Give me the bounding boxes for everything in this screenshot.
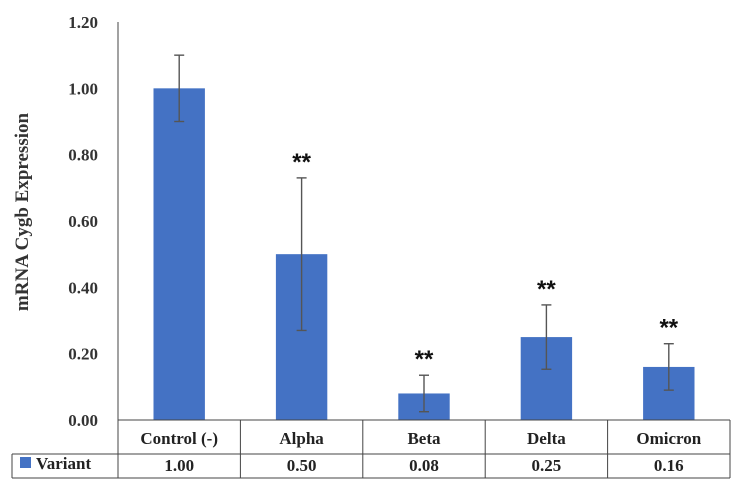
legend-series-name: Variant: [36, 454, 91, 473]
data-value-cell: 0.16: [654, 456, 684, 475]
y-axis-ticks: 0.00 0.20 0.40 0.60 0.80 1.00 1.20: [68, 13, 98, 430]
category-label: Omicron: [636, 429, 701, 448]
data-table: Variant Control (-) 1.00 Alpha 0.50 Beta 0.08…: [11, 420, 731, 479]
category-label: Control (-): [140, 429, 218, 448]
data-value-cell: 0.08: [409, 456, 439, 475]
y-tick-label: 0.20: [68, 345, 98, 364]
y-tick-label: 0.80: [68, 146, 98, 165]
significance-marker: **: [292, 149, 311, 176]
data-value-cell: 0.25: [532, 456, 562, 475]
significance-annotations: ** ** ** **: [292, 149, 679, 373]
y-tick-label: 0.60: [68, 212, 98, 231]
data-value-cell: 1.00: [164, 456, 194, 475]
y-tick-label: 1.20: [68, 13, 98, 32]
significance-marker: **: [537, 276, 556, 303]
category-label: Alpha: [279, 429, 324, 448]
significance-marker: **: [659, 315, 678, 342]
y-tick-label: 1.00: [68, 79, 98, 98]
y-tick-label: 0.40: [68, 278, 98, 297]
bar: [153, 88, 205, 420]
y-tick-label: 0.00: [68, 411, 98, 430]
y-axis-label: mRNA Cygb Expression: [12, 113, 33, 312]
category-label: Beta: [407, 429, 441, 448]
significance-marker: **: [415, 346, 434, 373]
data-value-cell: 0.50: [287, 456, 317, 475]
error-bars: [174, 54, 674, 413]
legend-key: [20, 457, 31, 468]
axes: [117, 22, 730, 421]
category-label: Delta: [527, 429, 566, 448]
